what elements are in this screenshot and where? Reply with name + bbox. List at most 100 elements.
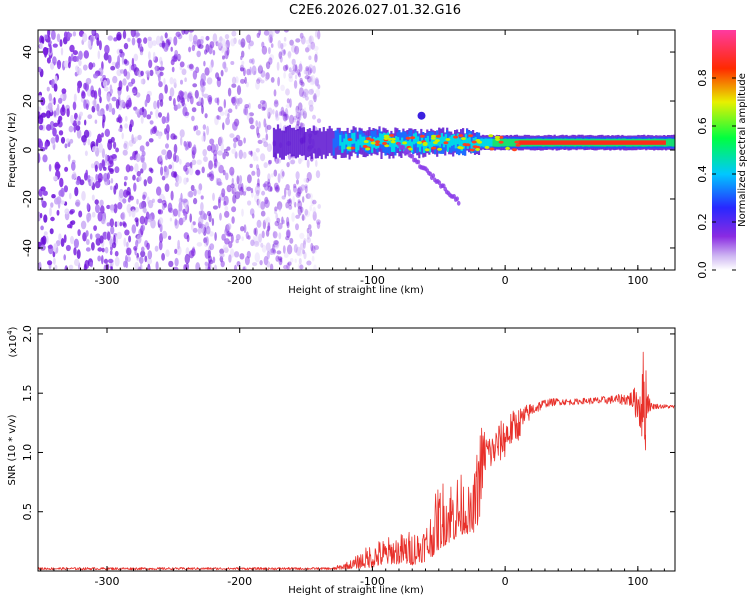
noise-blob bbox=[304, 210, 311, 218]
noise-blob bbox=[249, 124, 255, 130]
noise-blob bbox=[47, 102, 53, 111]
noise-blob bbox=[110, 226, 115, 235]
snr-y-multiplier: (x104) bbox=[6, 326, 19, 357]
snr-y-tick-label: 2.0 bbox=[21, 325, 34, 343]
noise-blob bbox=[131, 209, 136, 218]
band-cell bbox=[502, 138, 505, 147]
noise-blob bbox=[186, 94, 190, 103]
noise-blob bbox=[159, 154, 163, 162]
noise-blob bbox=[212, 49, 216, 56]
noise-blob bbox=[289, 237, 294, 244]
noise-blob bbox=[249, 66, 252, 76]
noise-blob bbox=[284, 113, 289, 121]
noise-blob bbox=[291, 212, 295, 223]
band-spark bbox=[405, 136, 411, 140]
noise-blob bbox=[197, 227, 202, 235]
noise-blob bbox=[248, 102, 251, 110]
noise-blob bbox=[124, 229, 130, 236]
noise-blob bbox=[261, 106, 266, 111]
noise-blob bbox=[294, 109, 299, 115]
noise-blob bbox=[238, 181, 243, 188]
band-spark bbox=[495, 135, 500, 139]
noise-blob bbox=[200, 97, 204, 108]
snr-y-tick-label: 1.0 bbox=[21, 444, 34, 462]
noise-blob bbox=[278, 232, 282, 240]
noise-blob bbox=[57, 103, 60, 111]
band-core-cell bbox=[556, 140, 559, 145]
noise-blob bbox=[106, 222, 111, 227]
band-core-cell bbox=[582, 140, 585, 145]
noise-blob bbox=[275, 113, 280, 121]
noise-blob bbox=[277, 40, 282, 49]
band-cell bbox=[398, 130, 401, 148]
noise-blob bbox=[295, 171, 300, 180]
noise-blob bbox=[293, 183, 297, 189]
noise-blob bbox=[140, 250, 146, 258]
noise-blob bbox=[265, 216, 271, 226]
noise-blob bbox=[107, 140, 113, 151]
noise-blob bbox=[211, 218, 215, 226]
noise-blob bbox=[260, 79, 265, 84]
band-cell bbox=[302, 127, 305, 156]
noise-blob bbox=[191, 44, 196, 52]
noise-blob bbox=[93, 225, 97, 232]
noise-blob bbox=[85, 169, 88, 178]
band-cell bbox=[428, 131, 431, 149]
noise-blob bbox=[158, 73, 161, 83]
band-core-cell bbox=[619, 140, 623, 145]
noise-blob bbox=[301, 215, 306, 221]
noise-blob bbox=[73, 247, 77, 256]
noise-blob bbox=[145, 141, 150, 147]
band-cell bbox=[361, 136, 364, 148]
noise-blob bbox=[139, 202, 143, 210]
noise-blob bbox=[170, 46, 173, 52]
noise-blob bbox=[46, 57, 51, 64]
noise-blob bbox=[59, 39, 63, 47]
noise-blob bbox=[110, 136, 115, 143]
noise-blob bbox=[102, 79, 108, 88]
noise-blob bbox=[312, 199, 317, 205]
band-cell bbox=[482, 139, 485, 147]
noise-blob bbox=[191, 115, 195, 122]
noise-blob bbox=[185, 247, 190, 256]
noise-blob bbox=[286, 199, 291, 204]
noise-blob bbox=[255, 156, 259, 162]
noise-blob bbox=[164, 84, 168, 94]
noise-blob bbox=[258, 64, 263, 71]
noise-blob bbox=[298, 72, 301, 78]
noise-blob bbox=[278, 258, 283, 266]
band-core-cell bbox=[518, 140, 521, 145]
noise-blob bbox=[291, 64, 296, 70]
band-cell bbox=[414, 132, 418, 144]
noise-blob bbox=[185, 202, 188, 212]
noise-blob bbox=[256, 219, 262, 228]
band-core-cell bbox=[570, 140, 573, 145]
noise-blob bbox=[255, 81, 260, 90]
noise-blob bbox=[209, 173, 215, 182]
noise-blob bbox=[303, 88, 309, 97]
noise-blob bbox=[148, 59, 153, 69]
noise-blob bbox=[298, 158, 302, 165]
noise-blob bbox=[267, 111, 271, 119]
noise-blob bbox=[98, 162, 103, 172]
noise-blob bbox=[221, 233, 226, 241]
noise-blob bbox=[190, 223, 194, 231]
noise-blob bbox=[309, 80, 315, 86]
noise-blob bbox=[39, 212, 43, 219]
noise-blob bbox=[157, 132, 162, 140]
noise-blob bbox=[273, 240, 279, 245]
noise-blob bbox=[294, 45, 300, 55]
band-cell bbox=[320, 131, 323, 160]
noise-blob bbox=[280, 110, 286, 117]
noise-blob bbox=[301, 214, 305, 221]
noise-blob bbox=[101, 247, 105, 253]
noise-blob bbox=[101, 132, 104, 138]
noise-blob bbox=[148, 51, 151, 60]
figure-title: C2E6.2026.027.01.32.G16 bbox=[289, 3, 461, 18]
noise-blob bbox=[306, 237, 312, 244]
noise-blob bbox=[315, 78, 319, 86]
noise-blob bbox=[274, 220, 279, 227]
noise-blob bbox=[196, 242, 203, 247]
noise-blob bbox=[123, 181, 127, 187]
band-spark bbox=[505, 146, 511, 150]
